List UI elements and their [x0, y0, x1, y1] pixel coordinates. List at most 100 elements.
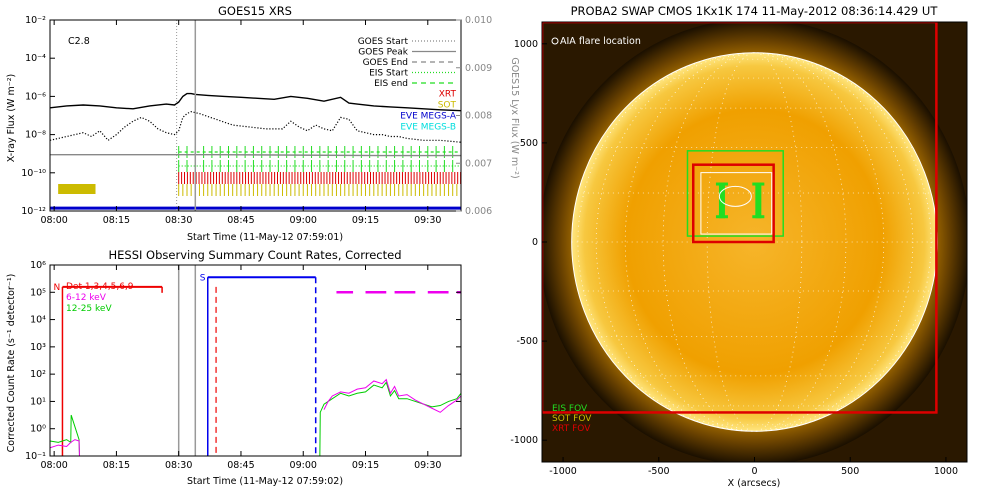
goes-legend-label: GOES Start [358, 37, 409, 47]
hessi-title: HESSI Observing Summary Count Rates, Cor… [108, 248, 401, 262]
eis-fov-box [686, 150, 784, 237]
goes-ytick-right-label: 0.008 [465, 111, 492, 122]
goes-legend-label: EIS Start [369, 69, 408, 79]
goes-ytick-right-label: 0.010 [465, 15, 492, 26]
hessi-panel: HESSI Observing Summary Count Rates, Cor… [6, 248, 462, 487]
goes-ytick-label: 10⁻¹² [21, 206, 46, 217]
sot-box [58, 184, 96, 194]
swap-legend-label: SOT FOV [552, 414, 592, 424]
swap-ytick-label: -1000 [510, 435, 538, 446]
goes-xtick-label: 09:00 [290, 215, 317, 226]
swap-image [542, 22, 967, 462]
hessi-flag-n: N [53, 283, 60, 293]
goes-legend-label: EIS end [374, 79, 408, 89]
hessi-ytick-label: 10⁵ [30, 287, 46, 298]
hessi-ytick-label: 10⁴ [30, 315, 46, 326]
xrt-fov-box [691, 163, 775, 244]
goes-ytick-label: 10⁻⁶ [25, 91, 46, 102]
goes-legend-label: XRT [439, 90, 457, 100]
hessi-legend-label: 6-12 keV [66, 293, 107, 303]
swap-axes: -1000 -500 0 500 1000 1000 500 0 -500 -1000 [510, 21, 968, 477]
hessi-xtick-label: 08:30 [165, 460, 192, 471]
eis-slit-cap [715, 182, 728, 186]
hessi-ytick-label: 10² [30, 369, 46, 380]
sun-grid-lon [577, 52, 932, 432]
hessi-legend-label: 12-25 keV [66, 304, 112, 314]
hessi-ytick-label: 10³ [30, 342, 46, 353]
goes-ytick-label: 10⁻² [25, 15, 46, 26]
swap-xtick-label: -500 [648, 466, 670, 477]
swap-xtick-label: 0 [751, 466, 757, 477]
hessi-xlabel: Start Time (11-May-12 07:59:02) [187, 476, 343, 487]
goes-xtick-label: 09:15 [352, 215, 379, 226]
goes-series-2 [50, 153, 461, 157]
hessi-ytick-label: 10¹ [30, 396, 46, 407]
goes-xtick-label: 09:30 [414, 215, 441, 226]
goes-series-0 [50, 92, 461, 112]
swap-ytick-label: -500 [516, 336, 538, 347]
hessi-series-3 [323, 378, 461, 413]
xrt-fov-large [542, 22, 938, 414]
goes-title: GOES15 XRS [218, 4, 292, 18]
goes-xlabel: Start Time (11-May-12 07:59:01) [187, 232, 343, 243]
eis-slit [755, 182, 762, 219]
goes-legend-label: GOES End [363, 58, 408, 68]
goes-panel: GOES15 XRS 08:00 08:15 08:30 08:45 09:00 09:1… [6, 4, 520, 243]
hessi-xtick-label: 09:00 [290, 460, 317, 471]
hessi-ytick-label: 10⁻¹ [25, 451, 46, 462]
swap-ytick-label: 0 [532, 237, 538, 248]
active-region [718, 185, 752, 207]
swap-legend-label: XRT FOV [552, 424, 591, 434]
hessi-ylabel: Corrected Count Rate (s⁻¹ detector⁻¹) [6, 274, 17, 453]
swap-ytick-label: 1000 [514, 39, 538, 50]
aia-flare-marker [551, 37, 559, 45]
goes-axes: 08:00 08:15 08:30 08:45 09:00 09:15 09:30 10⁻² 1… [21, 15, 492, 226]
hessi-ytick-label: 10⁶ [30, 260, 46, 271]
swap-legend-label: EIS FOV [552, 404, 588, 414]
eis-slit-cap [715, 215, 728, 219]
hessi-xtick-label: 08:15 [103, 460, 130, 471]
swap-xtick-label: -1000 [549, 466, 577, 477]
hessi-xtick-label: 08:00 [40, 460, 67, 471]
hessi-xtick-label: 08:45 [227, 460, 254, 471]
goes-annotation: C2.8 [68, 36, 90, 47]
eis-slit-cap [752, 215, 765, 219]
goes-legend-label: EVE MEGS-A [400, 112, 457, 122]
goes-plot-area [50, 20, 461, 211]
hessi-series-0 [50, 414, 80, 456]
goes-ytick-label: 10⁻⁴ [25, 53, 46, 64]
swap-panel: PROBA2 SWAP CMOS 1Kx1K 174 11-May-2012 0… [510, 4, 968, 489]
hessi-series-1 [50, 439, 80, 456]
swap-xtick-label: 1000 [934, 466, 958, 477]
goes-ytick-label: 10⁻¹⁰ [21, 168, 46, 179]
goes-clip-group [50, 20, 461, 211]
swap-ytick-label: 500 [520, 138, 538, 149]
goes-ytick-right-label: 0.009 [465, 63, 492, 74]
goes-ytick-right-label: 0.006 [465, 206, 492, 217]
hessi-legend-label: Det 1,3,4,5,6,9 [66, 282, 134, 292]
goes-xtick-label: 08:00 [40, 215, 67, 226]
goes-ytick-label: 10⁻⁸ [25, 130, 46, 141]
hessi-frame [49, 264, 462, 457]
hessi-plot-area: NS [50, 265, 461, 456]
goes-xtick-label: 08:15 [103, 215, 130, 226]
swap-xtick-label: 500 [841, 466, 859, 477]
eis-slit-cap [752, 182, 765, 186]
hessi-ytick-label: 10⁰ [30, 424, 46, 435]
hessi-xtick-label: 09:30 [414, 460, 441, 471]
swap-title: PROBA2 SWAP CMOS 1Kx1K 174 11-May-2012 0… [571, 4, 939, 18]
sot-fov-box [700, 172, 773, 235]
swap-xlabel: X (arcsecs) [728, 478, 781, 489]
goes-legend-label: SOT [438, 101, 457, 111]
eis-slit [718, 182, 725, 219]
hessi-axes: 08:00 08:15 08:30 08:45 09:00 09:15 09:30 10⁶ 10… [25, 260, 462, 471]
hessi-flag-s: S [200, 273, 206, 283]
goes-xtick-label: 08:30 [165, 215, 192, 226]
swap-annotation: AIA flare location [560, 36, 641, 47]
goes-legend-label: GOES Peak [358, 48, 408, 58]
goes-ytick-right-label: 0.007 [465, 158, 492, 169]
